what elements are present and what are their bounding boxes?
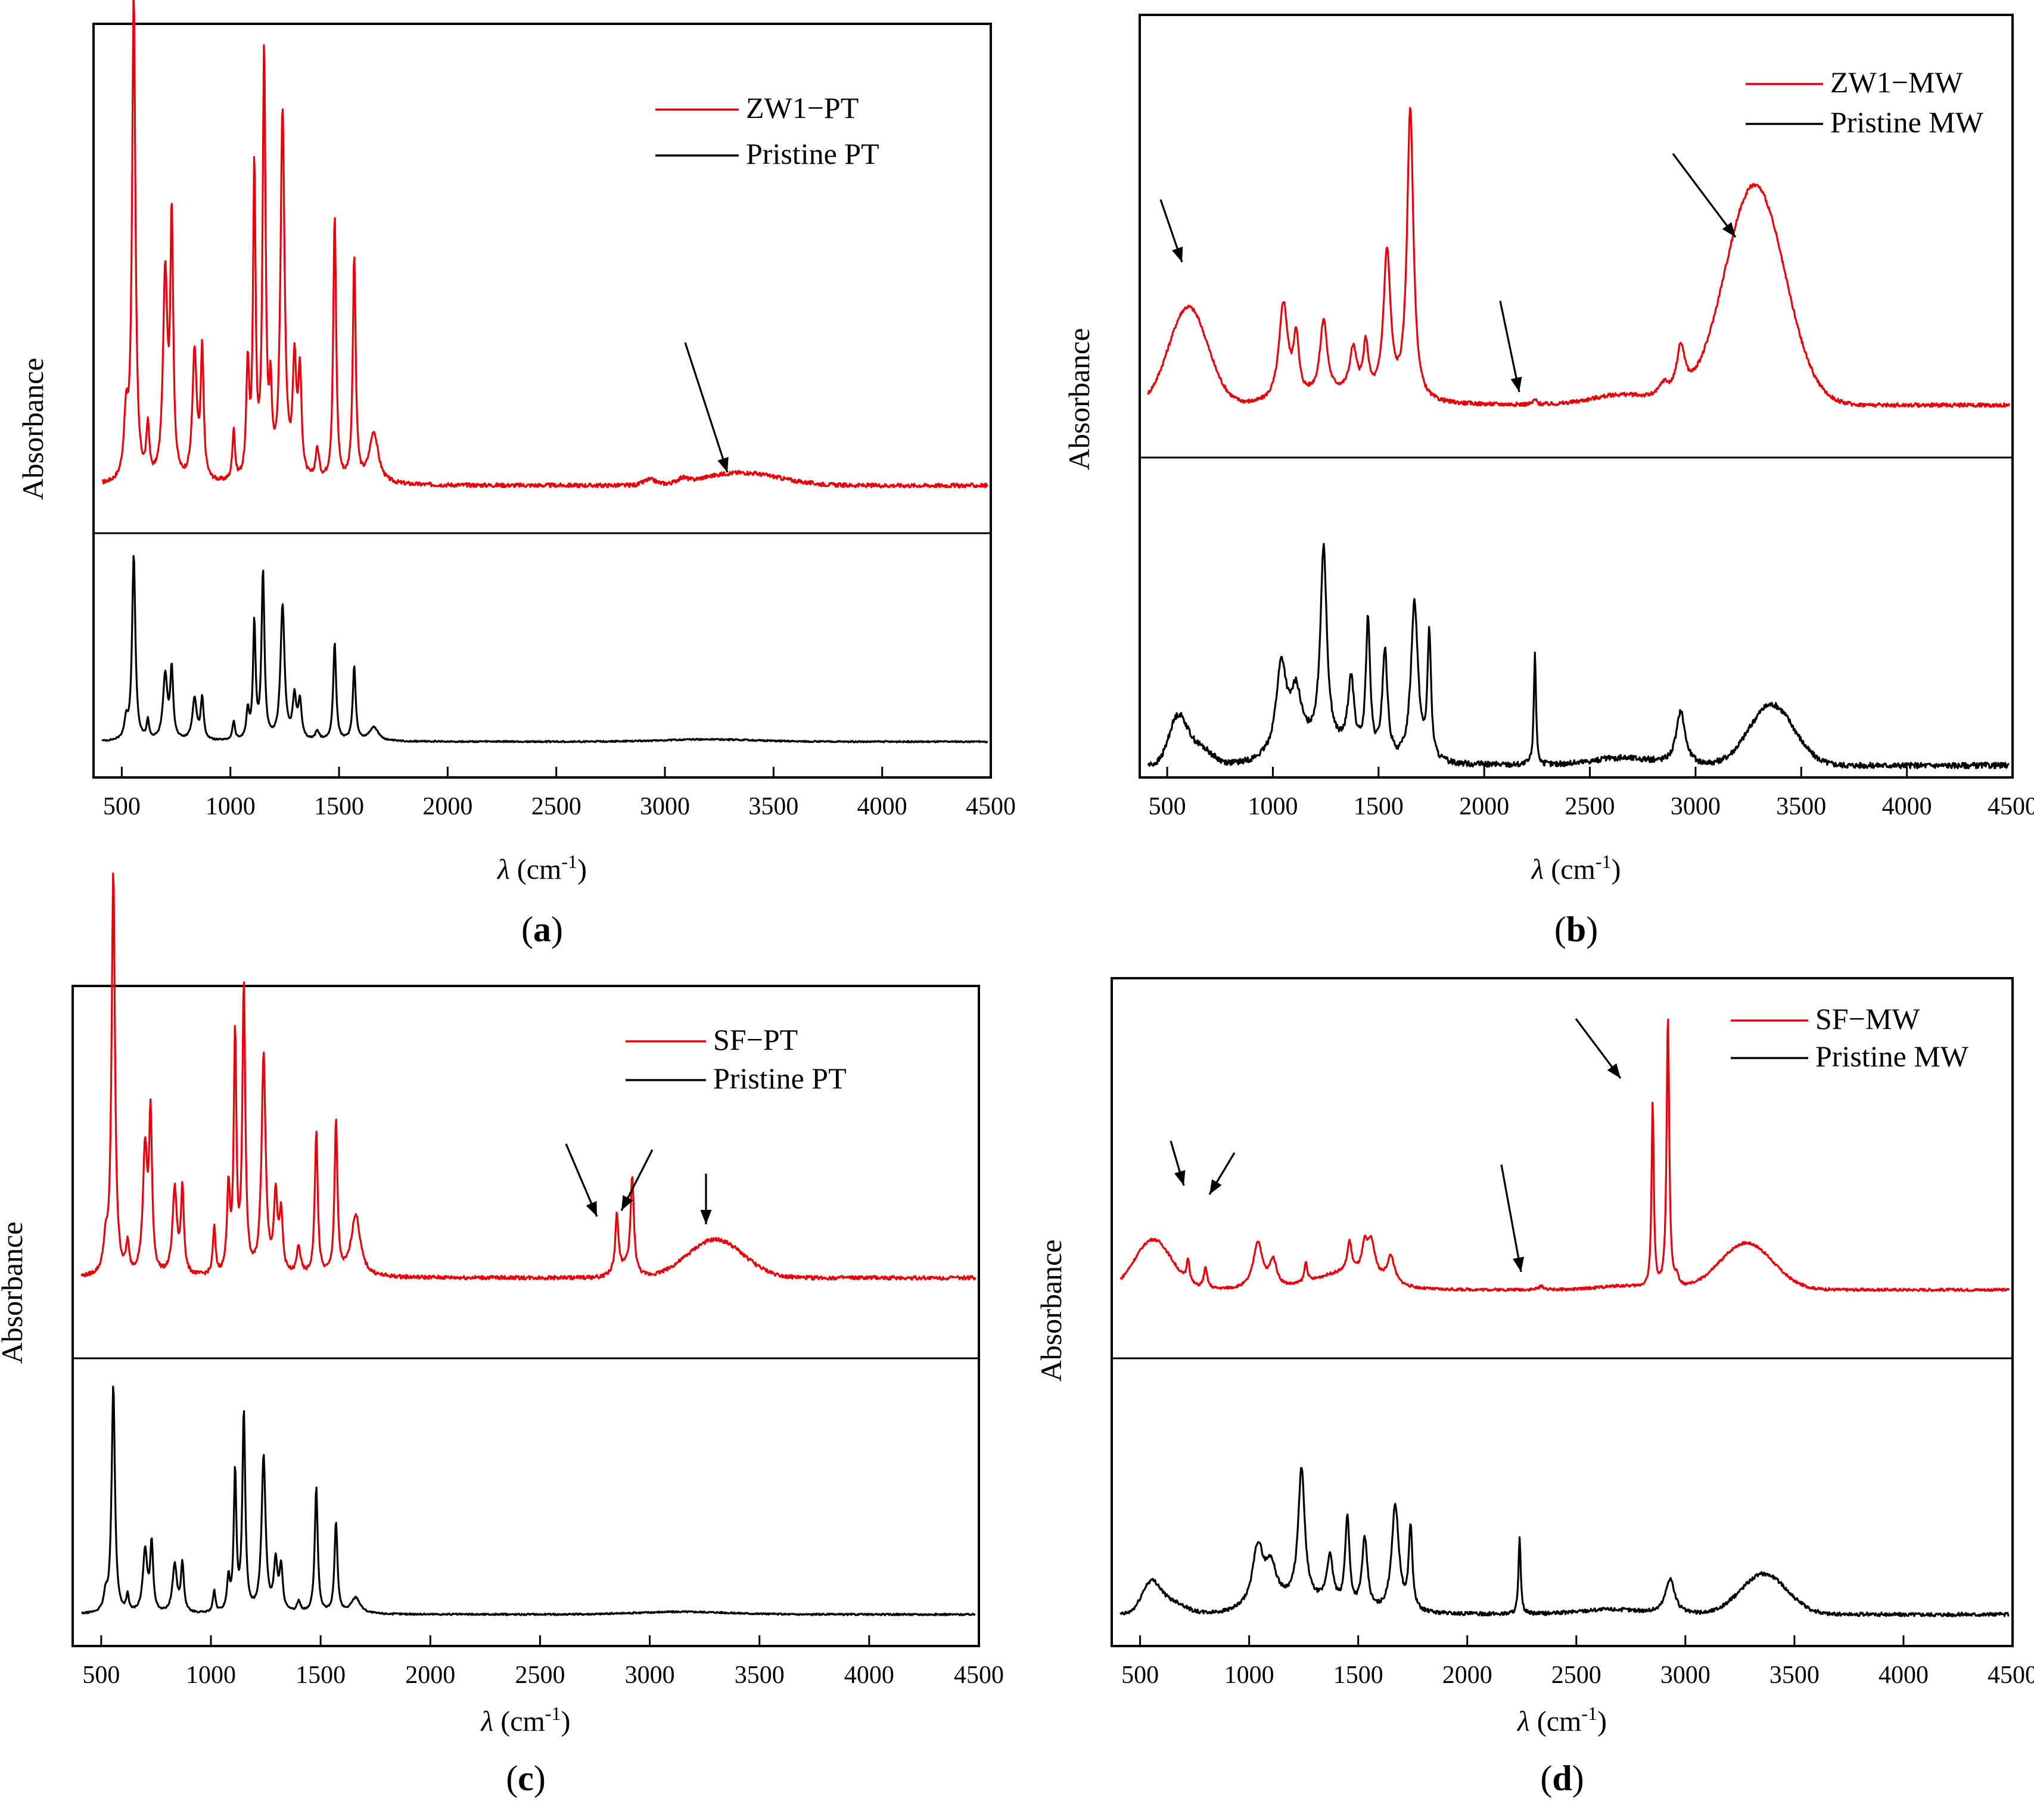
x-tick-label: 500 bbox=[82, 1662, 120, 1689]
plot-frame bbox=[1139, 14, 2014, 779]
x-tick-label: 1000 bbox=[206, 793, 256, 820]
legend-label: ZW1−PT bbox=[746, 91, 859, 125]
arrow-head bbox=[717, 457, 729, 472]
x-tick-label: 2500 bbox=[531, 793, 581, 820]
legend-label: SF−PT bbox=[713, 1023, 798, 1056]
legend-label: Pristine MW bbox=[1830, 105, 1984, 139]
plot-frame bbox=[1111, 977, 2014, 1647]
x-tick-label: 2500 bbox=[1551, 1662, 1601, 1689]
y-axis-label: Absorbance bbox=[0, 1222, 29, 1364]
x-tick-label: 4000 bbox=[857, 793, 907, 820]
x-tick-label: 2000 bbox=[422, 793, 472, 820]
annotation-arrow bbox=[1499, 300, 1520, 393]
x-tick-label: 3500 bbox=[1769, 1662, 1820, 1689]
arrow-head bbox=[1722, 222, 1736, 237]
arrow-head bbox=[1607, 1063, 1621, 1078]
x-axis-label: λ (cm-1) bbox=[480, 1703, 570, 1737]
panel-label: (d) bbox=[1540, 1759, 1584, 1798]
y-axis-label: Absorbance bbox=[16, 358, 49, 500]
x-tick-label: 3000 bbox=[1671, 793, 1721, 820]
x-tick-label: 1000 bbox=[186, 1662, 236, 1689]
legend-label: SF−MW bbox=[1815, 1002, 1920, 1035]
spectrum-treated bbox=[1119, 1018, 2010, 1292]
spectrum-treated bbox=[1147, 107, 2010, 408]
arrow-head bbox=[1172, 247, 1183, 262]
x-tick-label: 2500 bbox=[1565, 793, 1615, 820]
legend-label: Pristine PT bbox=[713, 1062, 847, 1095]
x-tick-label: 500 bbox=[103, 793, 141, 820]
x-axis-label: λ (cm-1) bbox=[1516, 1703, 1607, 1737]
arrow-head bbox=[1209, 1179, 1222, 1194]
x-tick-label: 4000 bbox=[844, 1662, 894, 1689]
panel-a: 500 1000 1500 2000 2500 3000 3500 4000 4500 Absor… bbox=[16, 0, 1016, 949]
arrow-head bbox=[700, 1209, 712, 1224]
x-tick-label: 1500 bbox=[314, 793, 364, 820]
panel-b: 500 1000 1500 2000 2500 3000 3500 4000 4500 Absor… bbox=[1062, 14, 2034, 949]
arrow-head bbox=[1513, 1256, 1525, 1272]
arrow-head bbox=[586, 1201, 597, 1217]
panel-label: (b) bbox=[1554, 910, 1598, 949]
x-tick-label: 4500 bbox=[1988, 1662, 2034, 1689]
x-tick-label: 500 bbox=[1149, 793, 1186, 820]
x-tick-label: 3000 bbox=[640, 793, 690, 820]
x-tick-label: 4500 bbox=[954, 1662, 1004, 1689]
arrow-head bbox=[621, 1195, 633, 1211]
x-tick-label: 3500 bbox=[1776, 793, 1826, 820]
x-tick-label: 4000 bbox=[1882, 793, 1932, 820]
x-tick-label: 2000 bbox=[1459, 793, 1509, 820]
x-axis-label: λ (cm-1) bbox=[496, 851, 587, 885]
x-tick-label: 3000 bbox=[1660, 1662, 1710, 1689]
panel-d: 500 1000 1500 2000 2500 3000 3500 4000 4500 Absor… bbox=[1034, 977, 2034, 1798]
legend-label: Pristine MW bbox=[1815, 1040, 1969, 1073]
spectrum-pristine bbox=[1119, 1467, 2010, 1617]
x-tick-label: 1000 bbox=[1224, 1662, 1274, 1689]
x-tick-label: 3000 bbox=[625, 1662, 675, 1689]
spectrum-pristine bbox=[1147, 543, 2010, 770]
panel-label: (a) bbox=[521, 910, 563, 949]
annotation-arrow bbox=[1672, 153, 1737, 238]
y-axis-label: Absorbance bbox=[1034, 1240, 1068, 1382]
annotation-arrow bbox=[684, 342, 729, 473]
spectrum-pristine bbox=[101, 555, 988, 743]
x-tick-label: 4500 bbox=[966, 793, 1016, 820]
spectrum-treated bbox=[80, 872, 976, 1281]
spectrum-pristine bbox=[81, 1385, 976, 1616]
x-tick-label: 1500 bbox=[1354, 793, 1404, 820]
x-tick-label: 2000 bbox=[405, 1662, 455, 1689]
arrow-head bbox=[1174, 1170, 1186, 1186]
x-tick-label: 1500 bbox=[296, 1662, 346, 1689]
x-tick-label: 2500 bbox=[515, 1662, 565, 1689]
x-tick-label: 1000 bbox=[1248, 793, 1298, 820]
x-tick-label: 3500 bbox=[735, 1662, 785, 1689]
plot-frame bbox=[92, 23, 992, 779]
legend-label: ZW1−MW bbox=[1830, 66, 1963, 99]
x-tick-label: 500 bbox=[1121, 1662, 1159, 1689]
spectrum-treated bbox=[102, 0, 988, 489]
x-tick-label: 3500 bbox=[748, 793, 798, 820]
x-tick-label: 4000 bbox=[1879, 1662, 1929, 1689]
x-axis-label: λ (cm-1) bbox=[1530, 851, 1621, 885]
plot-frame bbox=[71, 985, 980, 1647]
panel-c: 500 1000 1500 2000 2500 3000 3500 4000 4500 Absor… bbox=[0, 872, 1004, 1798]
panel-label: (c) bbox=[506, 1759, 546, 1798]
x-tick-label: 2000 bbox=[1442, 1662, 1492, 1689]
legend-label: Pristine PT bbox=[746, 137, 879, 170]
x-tick-label: 4500 bbox=[1988, 793, 2034, 820]
annotation-arrow bbox=[1500, 1164, 1522, 1273]
arrow-head bbox=[1510, 377, 1522, 392]
x-tick-label: 1500 bbox=[1333, 1662, 1383, 1689]
y-axis-label: Absorbance bbox=[1062, 328, 1096, 471]
